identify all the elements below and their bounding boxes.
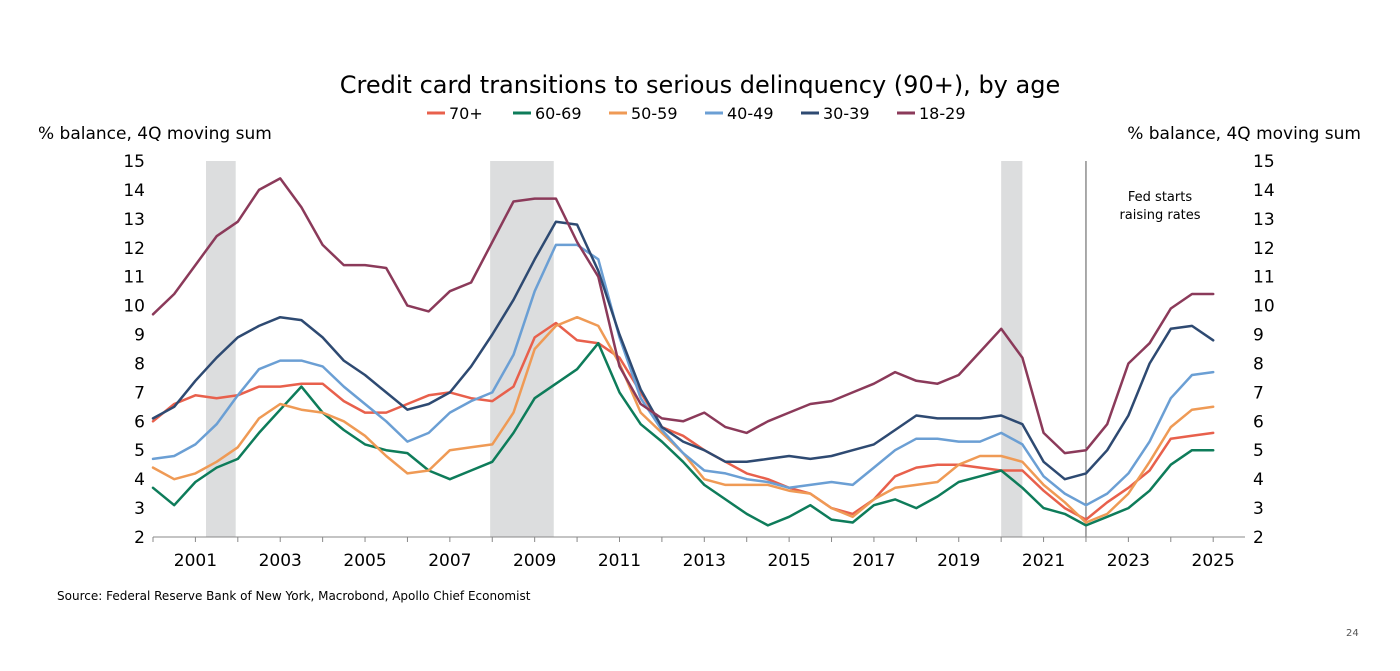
series-line-40-49 bbox=[151, 243, 1215, 507]
y-left-tick-label: 8 bbox=[134, 354, 145, 374]
y-right-tick-label: 13 bbox=[1253, 210, 1275, 230]
y-right-tick-label: 12 bbox=[1253, 239, 1275, 259]
y-axis-left-label: % balance, 4Q moving sum bbox=[38, 124, 272, 144]
legend-label-40-49: 40-49 bbox=[727, 104, 774, 123]
y-left-tick-label: 14 bbox=[123, 181, 145, 201]
x-tick-label: 2019 bbox=[937, 551, 980, 571]
x-tick-label: 2025 bbox=[1192, 551, 1235, 571]
x-tick-label: 2003 bbox=[259, 551, 302, 571]
x-axis-ticks: 2001 2003 2005 2007 2009 2011 2013 2015 2017 2019… bbox=[152, 537, 1235, 571]
x-tick-label: 2011 bbox=[598, 551, 641, 571]
y-right-tick-label: 4 bbox=[1253, 470, 1264, 490]
y-left-tick-label: 15 bbox=[123, 152, 145, 172]
x-tick-label: 2007 bbox=[428, 551, 471, 571]
y-left-tick-label: 12 bbox=[123, 239, 145, 259]
y-right-tick-label: 9 bbox=[1253, 326, 1264, 346]
y-left-tick-label: 10 bbox=[123, 297, 145, 317]
y-right-tick-label: 5 bbox=[1253, 441, 1264, 461]
y-left-tick-label: 13 bbox=[123, 210, 145, 230]
y-right-tick-label: 8 bbox=[1253, 354, 1264, 374]
y-left-tick-label: 2 bbox=[134, 528, 145, 548]
y-left-tick-label: 7 bbox=[134, 383, 145, 403]
x-tick-label: 2005 bbox=[343, 551, 386, 571]
x-tick-label: 2017 bbox=[852, 551, 895, 571]
x-tick-label: 2023 bbox=[1107, 551, 1150, 571]
y-axis-right-label: % balance, 4Q moving sum bbox=[1127, 124, 1361, 144]
y-right-tick-label: 14 bbox=[1253, 181, 1275, 201]
series-line-30-39 bbox=[151, 220, 1215, 481]
page-number: 24 bbox=[1346, 628, 1359, 639]
y-left-tick-label: 4 bbox=[134, 470, 145, 490]
legend: 70+ 60-69 50-59 40-49 30-39 18-29 bbox=[427, 104, 966, 123]
y-left-tick-label: 11 bbox=[123, 268, 145, 288]
x-tick-label: 2021 bbox=[1022, 551, 1065, 571]
fed-annotation-line2: raising rates bbox=[1119, 208, 1200, 223]
legend-label-60-69: 60-69 bbox=[535, 104, 582, 123]
legend-label-70+: 70+ bbox=[449, 104, 483, 123]
x-tick-label: 2001 bbox=[174, 551, 217, 571]
recession-band-0 bbox=[206, 161, 236, 537]
y-right-tick-label: 3 bbox=[1253, 499, 1264, 519]
series-line-60-69 bbox=[151, 341, 1215, 527]
y-left-tick-label: 5 bbox=[134, 441, 145, 461]
y-right-tick-label: 7 bbox=[1253, 383, 1264, 403]
y-axis-left-ticks: 2 3 4 5 6 7 8 9 10 11 12 13 14 15 bbox=[123, 152, 145, 548]
y-right-tick-label: 11 bbox=[1253, 268, 1275, 288]
series-line-70+ bbox=[151, 321, 1215, 521]
legend-label-18-29: 18-29 bbox=[919, 104, 966, 123]
x-tick-label: 2013 bbox=[683, 551, 726, 571]
series-line-50-59 bbox=[151, 315, 1215, 524]
y-right-tick-label: 10 bbox=[1253, 297, 1275, 317]
series-lines bbox=[151, 177, 1215, 527]
source-note: Source: Federal Reserve Bank of New York… bbox=[57, 589, 531, 603]
y-left-tick-label: 3 bbox=[134, 499, 145, 519]
y-right-tick-label: 2 bbox=[1253, 528, 1264, 548]
legend-label-50-59: 50-59 bbox=[631, 104, 678, 123]
y-right-tick-label: 15 bbox=[1253, 152, 1275, 172]
series-line-18-29 bbox=[151, 177, 1215, 455]
y-right-tick-label: 6 bbox=[1253, 412, 1264, 432]
recession-band-1 bbox=[490, 161, 554, 537]
x-tick-label: 2009 bbox=[513, 551, 556, 571]
y-axis-right-ticks: 2 3 4 5 6 7 8 9 10 11 12 13 14 15 bbox=[1253, 152, 1275, 548]
y-left-tick-label: 6 bbox=[134, 412, 145, 432]
fed-annotation-line1: Fed starts bbox=[1128, 190, 1192, 205]
y-left-tick-label: 9 bbox=[134, 326, 145, 346]
legend-label-30-39: 30-39 bbox=[823, 104, 870, 123]
chart-title: Credit card transitions to serious delin… bbox=[340, 71, 1060, 99]
recession-band-2 bbox=[1001, 161, 1023, 537]
x-tick-label: 2015 bbox=[767, 551, 810, 571]
